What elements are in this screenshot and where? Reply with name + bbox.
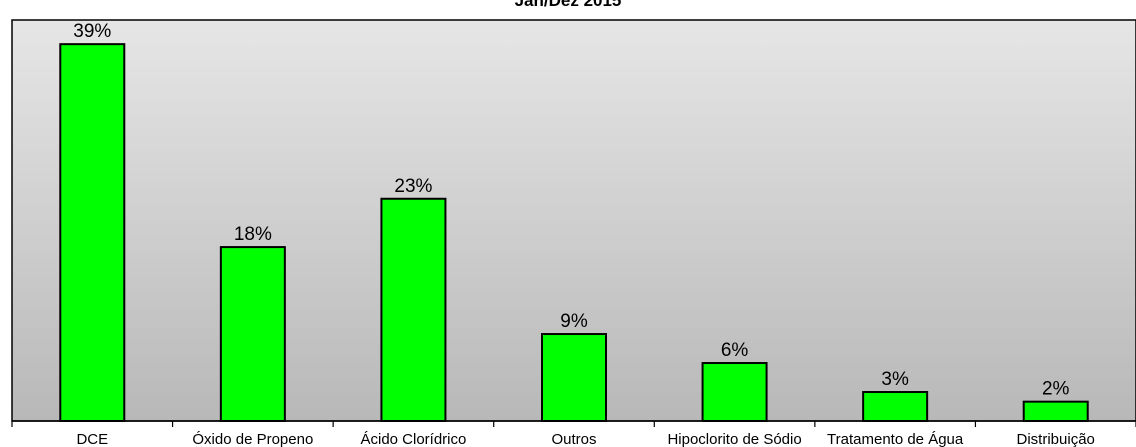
- chart-title: Jan/Dez 2015: [515, 0, 622, 10]
- category-labels-group: DCE Óxido de Propeno Ácido Clorídrico Outro…: [76, 431, 1094, 447]
- bar: [862, 391, 929, 423]
- bar: [541, 333, 607, 422]
- data-label: 18%: [234, 224, 272, 245]
- bar: [701, 362, 768, 423]
- data-label: 39%: [73, 21, 111, 42]
- bar: [1022, 400, 1089, 423]
- bar: [59, 43, 126, 423]
- data-labels-group: 39% 18% 23% 9% 6% 3% 2%: [73, 21, 1069, 400]
- bar: [380, 197, 447, 422]
- category-label: Óxido de Propeno: [192, 431, 313, 447]
- data-label: 6%: [721, 340, 749, 361]
- x-axis-ticks: [11, 421, 1136, 427]
- data-label: 9%: [560, 311, 588, 332]
- category-label: Tratamento de Água: [827, 431, 964, 447]
- data-label: 23%: [394, 176, 432, 197]
- category-label: Distribuição: [1017, 431, 1095, 447]
- data-label: 2%: [1042, 379, 1070, 400]
- category-label: DCE: [76, 431, 108, 447]
- category-label: Hipoclorito de Sódio: [667, 431, 801, 447]
- category-label: Outros: [551, 431, 596, 447]
- bars-group: [59, 43, 1089, 423]
- bar: [219, 246, 286, 422]
- category-label: Ácido Clorídrico: [360, 431, 466, 447]
- data-label: 3%: [881, 369, 909, 390]
